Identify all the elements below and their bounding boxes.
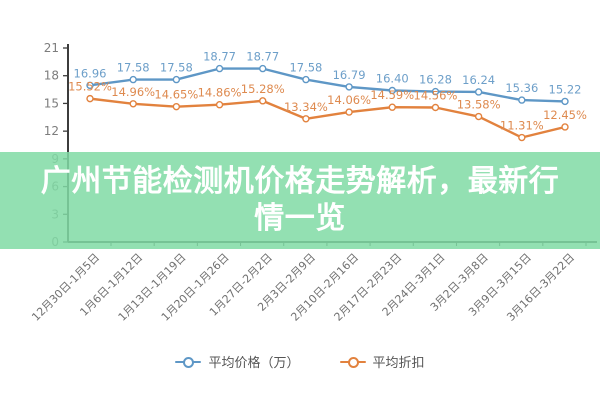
svg-text:14.96%: 14.96%: [111, 85, 155, 99]
svg-text:15: 15: [44, 96, 59, 110]
svg-text:13.34%: 13.34%: [284, 100, 328, 114]
svg-text:16.28: 16.28: [419, 73, 452, 87]
series-1: [86, 94, 569, 142]
svg-text:14.56%: 14.56%: [414, 88, 458, 102]
svg-text:16.96: 16.96: [74, 66, 107, 80]
svg-text:15.22: 15.22: [549, 82, 582, 96]
svg-text:14.59%: 14.59%: [370, 88, 414, 102]
svg-text:14.06%: 14.06%: [327, 93, 371, 107]
svg-text:14.65%: 14.65%: [154, 88, 198, 102]
svg-text:17.58: 17.58: [160, 61, 193, 75]
svg-text:21: 21: [44, 41, 59, 55]
legend-label-average-price: 平均价格（万）: [208, 356, 300, 371]
svg-text:16.40: 16.40: [376, 71, 409, 85]
svg-text:11.31%: 11.31%: [500, 119, 544, 133]
series-0: [86, 64, 569, 106]
svg-text:15.52%: 15.52%: [68, 80, 112, 94]
svg-text:17.58: 17.58: [117, 61, 150, 75]
svg-text:17.58: 17.58: [289, 61, 322, 75]
svg-text:18.77: 18.77: [203, 50, 236, 64]
svg-text:13.58%: 13.58%: [457, 98, 501, 112]
svg-text:18: 18: [44, 69, 59, 83]
line-series-marker-icon: [175, 356, 202, 368]
headline-banner: 广州节能检测机价格走势解析，最新行情一览: [0, 152, 600, 249]
legend-item-average-discount[interactable]: 平均折扣: [339, 352, 425, 371]
svg-text:16.24: 16.24: [462, 73, 495, 87]
svg-text:12.45%: 12.45%: [543, 108, 587, 122]
price-trend-line-chart: 03691215182112月30日-1月5日1月6日-1月12日1月13日-1…: [29, 41, 597, 324]
svg-text:12: 12: [44, 124, 59, 138]
svg-text:14.86%: 14.86%: [198, 86, 242, 100]
legend-item-average-price[interactable]: 平均价格（万）: [175, 352, 300, 371]
svg-text:15.28%: 15.28%: [241, 82, 285, 96]
svg-text:16.79: 16.79: [333, 68, 366, 82]
svg-text:18.77: 18.77: [246, 50, 279, 64]
headline-title: 广州节能检测机价格走势解析，最新行情一览: [40, 163, 560, 236]
svg-text:15.36: 15.36: [505, 81, 538, 95]
legend-label-average-discount: 平均折扣: [372, 356, 425, 371]
line-series-marker-icon: [339, 356, 366, 368]
chart-legend: 平均价格（万） 平均折扣: [0, 352, 600, 371]
